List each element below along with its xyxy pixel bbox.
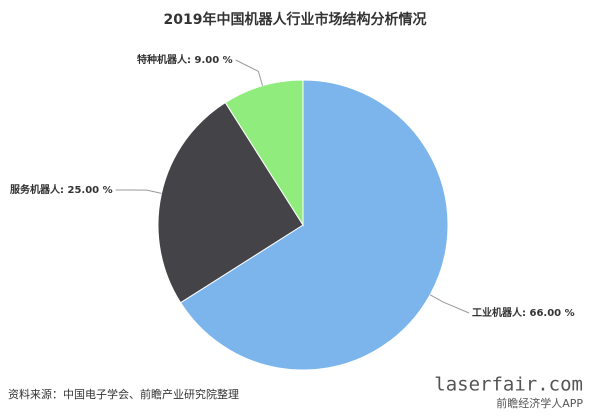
leader-line bbox=[235, 59, 264, 86]
slice-label: 工业机器人: 66.00 % bbox=[472, 306, 575, 319]
pie-slice bbox=[157, 101, 304, 304]
slice-category: 特种机器人 bbox=[137, 53, 188, 66]
slice-value-label: 66.00 % bbox=[529, 308, 574, 319]
label-separator: : bbox=[522, 308, 529, 319]
slice-value-label: 25.00 % bbox=[67, 185, 112, 196]
slice-category: 服务机器人 bbox=[10, 183, 61, 196]
label-separator: : bbox=[187, 55, 194, 66]
leader-line bbox=[429, 294, 470, 314]
watermark: 前瞻经济学人APP bbox=[496, 396, 583, 410]
slice-value-label: 9.00 % bbox=[194, 55, 232, 66]
label-separator: : bbox=[60, 185, 67, 196]
pie-slice bbox=[224, 79, 304, 227]
slice-label: 服务机器人: 25.00 % bbox=[10, 183, 113, 196]
source: 资料来源：中国电子学会、前瞻产业研究院整理 bbox=[8, 387, 239, 401]
pie-slice bbox=[179, 79, 449, 371]
slice-label: 特种机器人: 9.00 % bbox=[137, 53, 233, 66]
chart-title: 2019年中国机器人行业市场结构分析情况 bbox=[164, 11, 427, 28]
slice-category: 工业机器人 bbox=[472, 306, 523, 319]
pie: 工业机器人: 66.00 % 服务机器人: 25.00 % 特种机器人: 9.00 … bbox=[10, 53, 575, 371]
leader-line bbox=[115, 189, 162, 194]
watermark: laserfair.com bbox=[434, 374, 583, 396]
